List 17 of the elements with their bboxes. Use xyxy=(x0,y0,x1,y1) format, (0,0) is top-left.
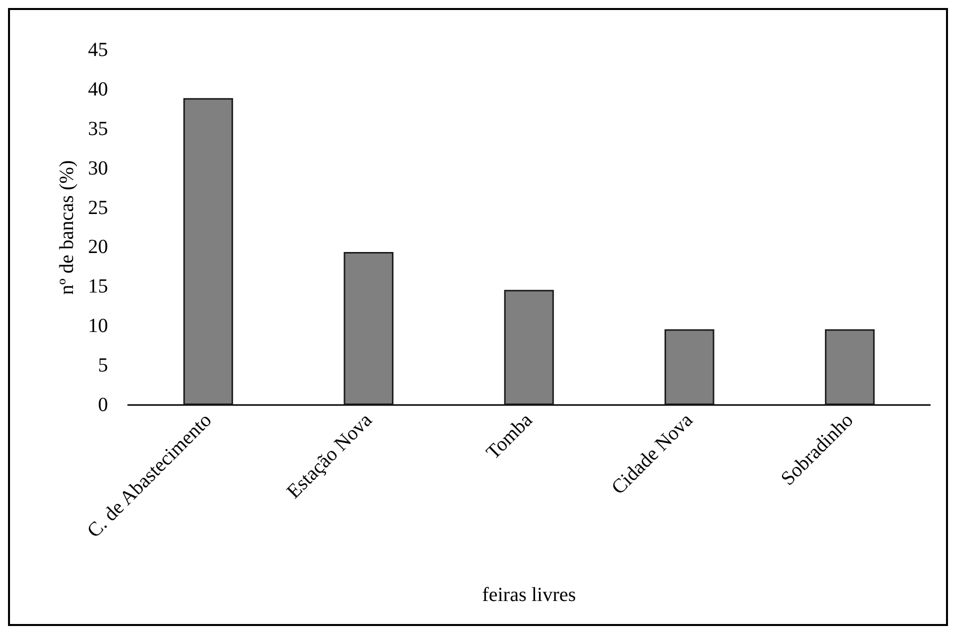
bar xyxy=(824,329,875,405)
y-tick-label: 20 xyxy=(88,236,108,258)
y-tick-label: 45 xyxy=(88,39,108,61)
bar xyxy=(664,329,714,405)
y-axis-title: nº de bancas (%) xyxy=(56,160,78,295)
bar xyxy=(183,98,234,405)
x-axis-title: feiras livres xyxy=(482,584,576,606)
y-tick-label: 40 xyxy=(88,78,108,100)
y-tick-label: 15 xyxy=(88,276,108,298)
bar xyxy=(504,290,554,405)
y-tick-label: 0 xyxy=(98,394,108,416)
bar xyxy=(344,252,394,405)
y-tick-label: 35 xyxy=(88,118,108,140)
y-tick-label: 5 xyxy=(98,354,108,377)
y-tick-label: 25 xyxy=(88,196,108,219)
y-tick-label: 30 xyxy=(88,157,108,180)
y-tick-label: 10 xyxy=(88,315,108,338)
